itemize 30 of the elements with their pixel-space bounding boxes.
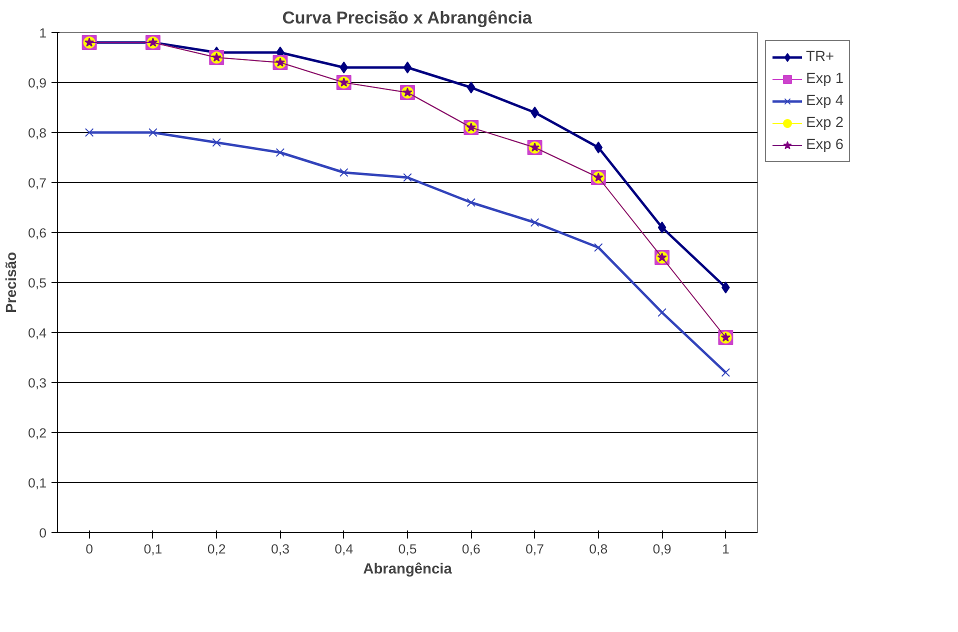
y-tick-label: 1 [39,26,47,40]
y-axis-title: Precisão [4,252,20,314]
y-tick-label: 0,6 [28,226,47,240]
x-tick-label: 0,3 [270,542,290,556]
y-tick-label: 0,5 [28,276,47,290]
y-tick-label: 0,9 [28,76,47,90]
legend-label: Exp 1 [806,71,844,87]
y-tick-label: 0,8 [28,126,47,140]
x-axis-title: Abrangência [363,562,453,578]
x-tick-label: 0 [86,542,94,556]
y-tick-label: 0,2 [28,426,47,440]
chart-title: Curva Precisão x Abrangência [282,8,532,28]
x-tick-label: 0,7 [526,542,544,556]
y-tick-label: 0,7 [28,176,47,190]
x-tick-label: 0,4 [334,542,354,556]
legend-label: Exp 4 [806,93,844,109]
x-tick-label: 0,8 [589,542,608,556]
x-tick-label: 0,1 [144,542,162,556]
x-tick-label: 1 [722,542,730,556]
y-tick-label: 0,3 [28,376,47,390]
legend-label: TR+ [806,49,834,65]
y-tick-label: 0,4 [28,326,48,340]
y-tick-label: 0,1 [28,476,47,490]
legend-label: Exp 2 [806,115,844,131]
x-tick-label: 0,5 [398,542,417,556]
x-tick-label: 0,6 [462,542,480,556]
x-tick-label: 0,9 [652,542,672,556]
legend-label: Exp 6 [806,137,844,153]
y-tick-label: 0 [39,526,47,540]
x-tick-label: 0,2 [207,542,226,556]
